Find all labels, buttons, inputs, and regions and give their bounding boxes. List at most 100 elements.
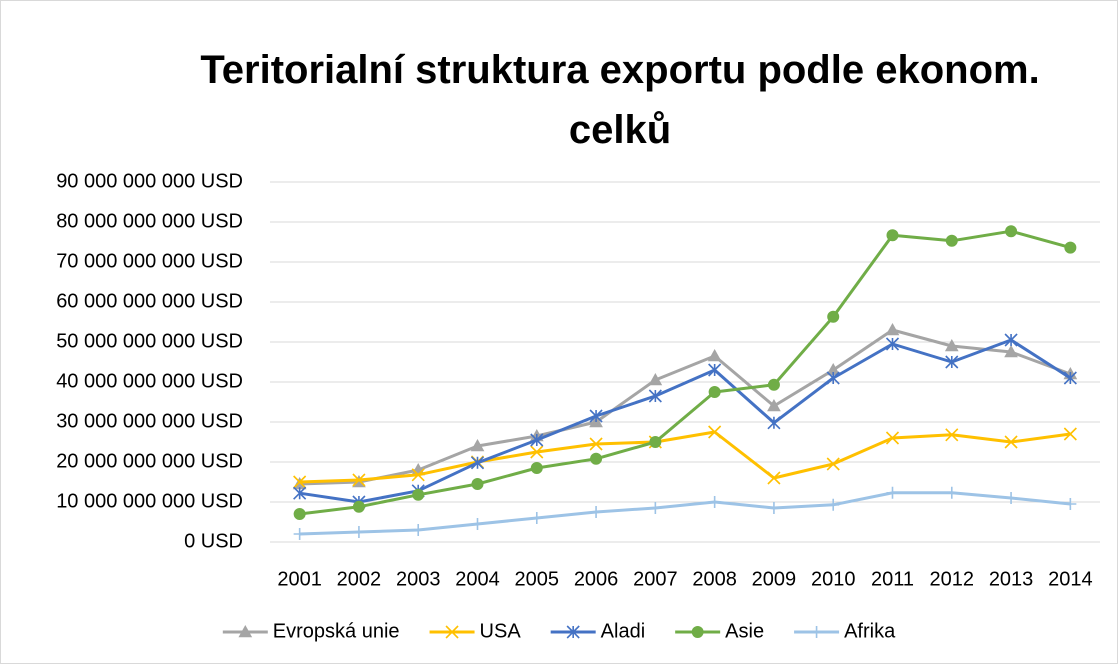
marker [412, 524, 425, 536]
x-tick-label: 2004 [455, 568, 500, 590]
y-tick-label: 70 000 000 000 USD [56, 250, 243, 272]
marker [708, 425, 722, 439]
marker [767, 471, 781, 485]
marker [293, 528, 306, 540]
y-tick-label: 90 000 000 000 USD [56, 170, 243, 192]
marker [1005, 225, 1018, 238]
legend-marker [810, 626, 823, 638]
marker [530, 445, 544, 459]
marker [530, 462, 543, 474]
x-tick-label: 2008 [692, 568, 737, 590]
marker [648, 372, 663, 386]
marker [707, 348, 722, 362]
marker [1064, 241, 1077, 254]
marker [885, 431, 900, 445]
marker [1004, 435, 1018, 449]
marker [1004, 344, 1018, 358]
legend-marker [566, 625, 580, 639]
legend-item: Afrika [794, 620, 896, 642]
y-tick-label: 80 000 000 000 USD [56, 210, 243, 232]
x-tick-label: 2007 [633, 568, 678, 590]
marker [708, 496, 721, 508]
marker [352, 473, 366, 487]
marker [827, 498, 840, 511]
marker [1063, 371, 1077, 385]
marker [470, 456, 485, 470]
marker [471, 478, 484, 490]
x-tick-label: 2014 [1048, 568, 1093, 590]
marker [708, 363, 722, 377]
chart-title: Teritorialní struktura exportu podle eko… [200, 48, 1040, 152]
marker [471, 518, 484, 530]
marker [352, 500, 365, 513]
marker [885, 337, 900, 351]
marker [590, 506, 603, 518]
marker [530, 512, 543, 524]
legend-label: Aladi [601, 620, 645, 642]
marker [827, 310, 840, 323]
marker [945, 355, 959, 369]
legend-item: Aladi [550, 620, 645, 642]
marker [411, 468, 425, 482]
series-line [299, 229, 1071, 516]
marker [293, 475, 307, 489]
marker [649, 436, 662, 448]
legend-item: Evropská unie [222, 620, 400, 642]
legend-marker [445, 625, 459, 639]
marker [885, 322, 900, 336]
legend-label: Asie [725, 620, 764, 642]
marker [649, 502, 662, 514]
series-line [299, 430, 1071, 484]
marker [352, 526, 365, 538]
y-tick-label: 60 000 000 000 USD [56, 290, 243, 312]
x-tick-label: 2012 [930, 568, 975, 590]
marker [826, 457, 840, 471]
x-tick-label: 2005 [515, 568, 560, 590]
marker [1004, 333, 1018, 347]
y-tick-label: 50 000 000 000 USD [56, 330, 243, 352]
legend-marker [238, 624, 253, 638]
legend-item: Asie [675, 620, 764, 642]
y-tick-label: 10 000 000 000 USD [56, 490, 243, 512]
marker [530, 433, 544, 447]
marker [767, 398, 781, 412]
legend-label: USA [480, 620, 522, 642]
marker [886, 486, 899, 499]
marker [470, 438, 485, 452]
x-tick-label: 2013 [989, 568, 1034, 590]
x-tick-label: 2002 [337, 568, 382, 590]
marker [293, 486, 307, 500]
legend-marker [691, 626, 704, 638]
x-tick-label: 2001 [277, 568, 322, 590]
x-tick-label: 2006 [574, 568, 619, 590]
marker [1064, 498, 1077, 510]
marker [590, 452, 603, 465]
marker [945, 486, 958, 499]
marker [589, 409, 603, 423]
legend-label: Afrika [844, 620, 896, 642]
marker [412, 488, 425, 501]
series-line [299, 328, 1071, 486]
marker [945, 428, 959, 442]
x-tick-label: 2009 [752, 568, 797, 590]
marker [767, 416, 781, 430]
marker [1005, 492, 1018, 504]
series-line [299, 491, 1071, 536]
marker [767, 378, 780, 391]
x-tick-label: 2003 [396, 568, 441, 590]
x-tick-label: 2010 [811, 568, 856, 590]
legend-item: USA [429, 620, 522, 642]
marker [944, 338, 959, 352]
x-tick-label: 2011 [871, 568, 914, 590]
marker [589, 437, 603, 451]
series-line [299, 338, 1072, 504]
marker [708, 386, 721, 398]
y-tick-label: 40 000 000 000 USD [56, 370, 243, 392]
y-tick-label: 20 000 000 000 USD [56, 450, 243, 472]
legend-label: Evropská unie [273, 620, 400, 642]
y-tick-label: 30 000 000 000 USD [56, 410, 243, 432]
marker [886, 229, 899, 242]
